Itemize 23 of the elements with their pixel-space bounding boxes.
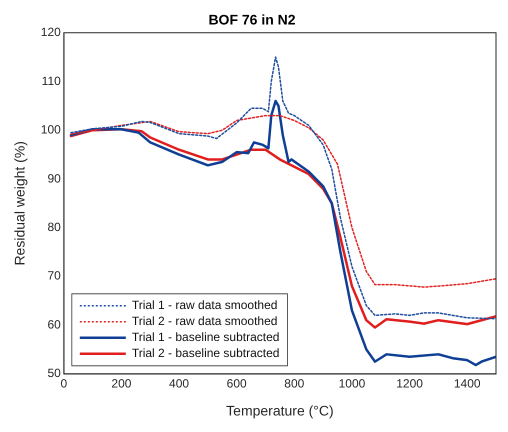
y-tick-label: 60 [47, 317, 62, 332]
chart-title: BOF 76 in N2 [208, 11, 296, 28]
legend-label: Trial 1 - raw data smoothed [132, 298, 278, 312]
y-tick-label: 70 [47, 268, 62, 283]
legend-label: Trial 2 - baseline subtracted [132, 346, 280, 360]
x-tick-label: 400 [169, 376, 190, 390]
x-tick-label: 1000 [338, 376, 366, 390]
x-tick-label: 0 [60, 376, 68, 390]
x-tick-label: 1200 [396, 376, 424, 390]
x-tick-label: 200 [111, 376, 132, 390]
y-tick-label: 120 [40, 25, 62, 40]
legend-label: Trial 1 - baseline subtracted [132, 330, 280, 344]
y-axis-title: Residual weight (%) [11, 141, 28, 266]
y-tick-label: 50 [47, 366, 62, 380]
x-axis-title: Temperature (°C) [226, 402, 334, 418]
y-tick-label: 90 [47, 171, 62, 186]
y-tick-label: 80 [47, 220, 62, 234]
x-tick-label: 600 [226, 376, 248, 390]
y-tick-label: 100 [40, 122, 62, 137]
legend-label: Trial 2 - raw data smoothed [132, 314, 278, 328]
x-tick-label: 1400 [454, 376, 481, 390]
y-tick-label: 110 [42, 74, 62, 88]
x-tick-label: 800 [284, 376, 305, 390]
